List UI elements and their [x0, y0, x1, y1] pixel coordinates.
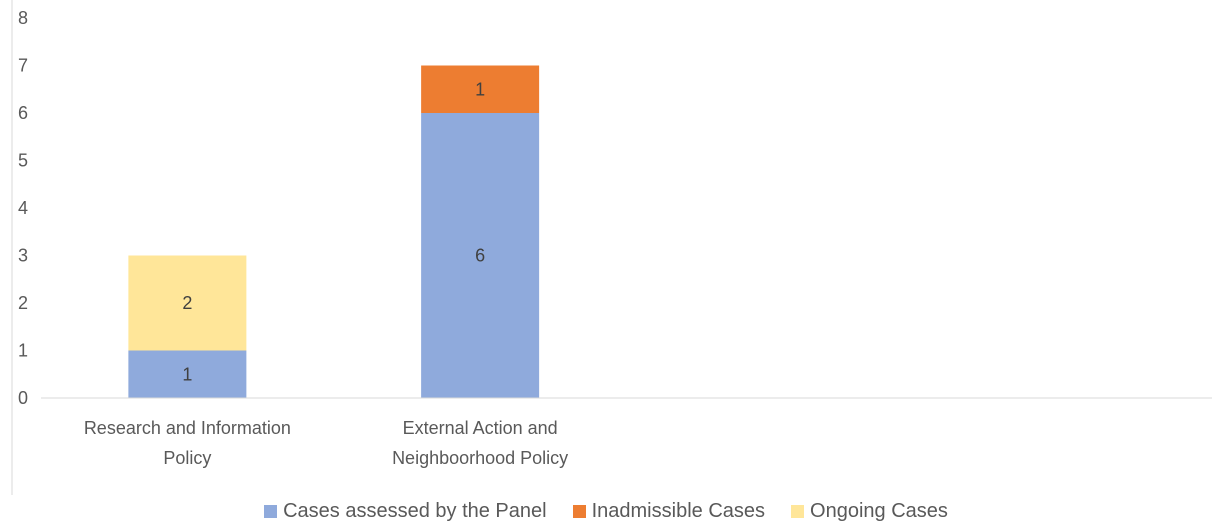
- legend-item-inadmissible: Inadmissible Cases: [572, 499, 766, 523]
- y-axis-tick-labels: 0 1 2 3 4 5 6 7 8: [18, 8, 28, 408]
- category-label: External Action and: [403, 418, 558, 438]
- data-label: 2: [182, 293, 192, 313]
- y-tick-label: 3: [18, 246, 28, 266]
- bar-segment: [128, 350, 247, 398]
- bar-segment: [421, 113, 540, 398]
- y-tick-label: 6: [18, 103, 28, 123]
- legend-item-cases-assessed: Cases assessed by the Panel: [264, 500, 547, 523]
- y-tick-label: 1: [18, 341, 28, 361]
- data-label: 1: [475, 79, 485, 99]
- data-label: 6: [475, 246, 485, 266]
- stacked-bar-chart: 0 1 2 3 4 5 6 7 8 1 2 6 1 Research and Information P…: [11, 0, 1212, 495]
- data-labels-group: 1 2 6 1: [182, 79, 485, 384]
- y-tick-label: 4: [18, 198, 28, 218]
- y-tick-label: 7: [18, 56, 28, 76]
- category-label: Neighboorhood Policy: [392, 448, 568, 468]
- legend-swatch-ongoing: [791, 504, 805, 518]
- legend-label-cases-assessed: Cases assessed by the Panel: [283, 499, 547, 522]
- y-tick-label: 2: [18, 293, 28, 313]
- legend-item-ongoing: Ongoing Cases: [791, 500, 948, 523]
- y-tick-label: 8: [18, 8, 28, 28]
- legend-swatch-inadmissible: [572, 504, 586, 518]
- bars-group: [128, 65, 540, 398]
- bar-segment: [128, 255, 247, 351]
- category-label: Policy: [163, 448, 211, 468]
- y-tick-label: 5: [18, 151, 28, 171]
- category-labels: Research and Information Policy External A…: [84, 418, 568, 468]
- legend: Cases assessed by the Panel Inadmissible…: [0, 498, 1212, 524]
- y-tick-label: 0: [18, 388, 28, 408]
- legend-swatch-cases-assessed: [264, 504, 278, 518]
- legend-label-inadmissible: Inadmissible Cases: [591, 499, 766, 522]
- data-label: 1: [182, 364, 192, 384]
- bar-segment: [421, 65, 540, 113]
- legend-label-ongoing: Ongoing Cases: [810, 499, 948, 522]
- category-label: Research and Information: [84, 418, 291, 438]
